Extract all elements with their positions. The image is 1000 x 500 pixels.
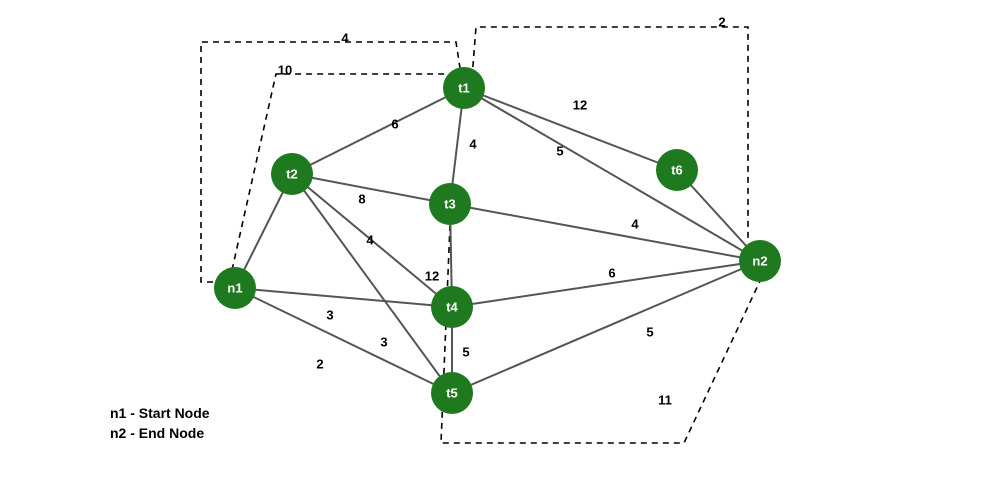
dashed-edge bbox=[201, 42, 460, 282]
node-label-t2: t2 bbox=[286, 167, 298, 182]
edge-t1-t6 bbox=[464, 88, 677, 170]
node-label-n2: n2 bbox=[752, 254, 767, 269]
dashed-edge bbox=[441, 225, 760, 443]
node-label-n1: n1 bbox=[227, 281, 242, 296]
edge-t1-n2 bbox=[464, 88, 760, 261]
edge-weight-label: 2 bbox=[316, 357, 323, 372]
edge-weight-label: 4 bbox=[631, 217, 639, 232]
solid-edges-layer bbox=[235, 88, 760, 393]
edge-t2-t1 bbox=[292, 88, 464, 174]
legend-layer: n1 - Start Node n2 - End Node bbox=[110, 405, 210, 441]
node-label-t5: t5 bbox=[446, 386, 458, 401]
edge-t2-t3 bbox=[292, 174, 450, 204]
edge-weight-label: 12 bbox=[573, 98, 587, 113]
nodes-layer: n1 t2 t1 t3 t4 t5 t6 n2 bbox=[214, 67, 781, 414]
edge-weight-label: 11 bbox=[658, 393, 672, 408]
edge-weight-label: 10 bbox=[278, 63, 292, 78]
edge-weight-label: 5 bbox=[646, 325, 653, 340]
edge-weight-label: 4 bbox=[341, 31, 349, 46]
node-label-t6: t6 bbox=[671, 163, 683, 178]
node-label-t1: t1 bbox=[458, 81, 470, 96]
edge-weight-label: 6 bbox=[391, 117, 398, 132]
edge-weight-label: 5 bbox=[462, 345, 469, 360]
legend-text: n1 - Start Node bbox=[110, 405, 210, 421]
edge-weight-label: 4 bbox=[366, 233, 374, 248]
edge-weight-label: 12 bbox=[425, 269, 439, 284]
edge-weight-label: 2 bbox=[718, 15, 725, 30]
node-label-t3: t3 bbox=[444, 197, 456, 212]
edge-weight-label: 5 bbox=[556, 144, 563, 159]
edge-weight-label: 3 bbox=[380, 335, 387, 350]
edge-t4-n2 bbox=[452, 261, 760, 307]
edge-t3-n2 bbox=[450, 204, 760, 261]
edge-weight-label: 4 bbox=[469, 137, 477, 152]
dashed-edge bbox=[472, 27, 748, 240]
legend-text: n2 - End Node bbox=[110, 425, 204, 441]
network-graph: 4 10 2 11 3 2 6 8 4 3 4 12 5 4 12 5 6 5 n1 t2 t1 t3 t4 t5 t6 n2 … bbox=[0, 0, 1000, 500]
edge-weight-label: 3 bbox=[326, 308, 333, 323]
edge-weight-label: 8 bbox=[358, 192, 365, 207]
node-label-t4: t4 bbox=[446, 300, 458, 315]
edge-weight-label: 6 bbox=[608, 266, 615, 281]
edge-t5-n2 bbox=[452, 261, 760, 393]
